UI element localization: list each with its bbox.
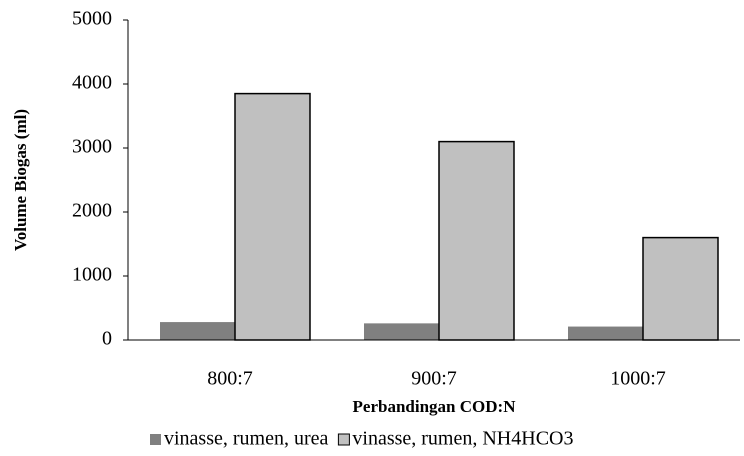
bar <box>568 326 643 340</box>
legend-label: vinasse, rumen, urea <box>164 428 329 450</box>
x-axis-title: Perbandingan COD:N <box>353 397 517 416</box>
y-tick-label: 3000 <box>72 136 112 158</box>
y-tick-label: 5000 <box>72 8 112 30</box>
y-tick-label: 0 <box>102 328 112 350</box>
bar <box>438 140 515 341</box>
y-tick-label: 4000 <box>72 72 112 94</box>
bar <box>160 322 235 340</box>
y-tick-label: 2000 <box>72 200 112 222</box>
legend-swatch <box>150 434 161 445</box>
bar <box>234 92 311 341</box>
bar <box>642 236 719 341</box>
x-tick-label: 900:7 <box>411 368 457 390</box>
legend-swatch <box>337 433 350 446</box>
bar <box>364 323 439 340</box>
legend-label: vinasse, rumen, NH4HCO3 <box>352 428 573 450</box>
x-tick-label: 800:7 <box>207 368 253 390</box>
x-tick-label: 1000:7 <box>610 368 666 390</box>
y-axis-title: Volume Biogas (ml) <box>11 109 30 251</box>
y-tick-label: 1000 <box>72 264 112 286</box>
